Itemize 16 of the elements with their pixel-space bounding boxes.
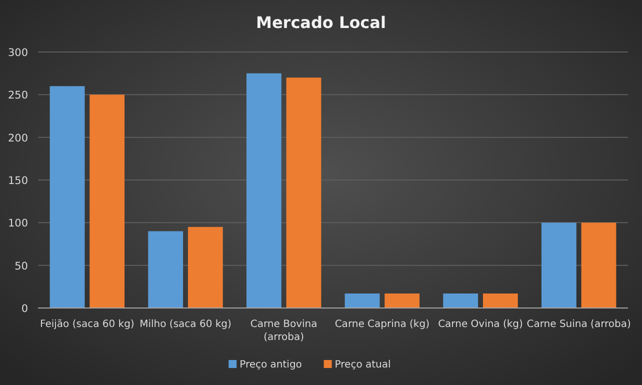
x-tick-label: Carne Caprina (kg) xyxy=(334,319,430,330)
x-tick-label: Carne Ovina (kg) xyxy=(438,319,524,330)
y-tick-label: 0 xyxy=(21,303,28,315)
y-tick-label: 300 xyxy=(8,47,28,59)
y-tick-label: 100 xyxy=(8,218,28,230)
y-tick-label: 150 xyxy=(8,175,28,187)
chart-title: Mercado Local xyxy=(256,13,386,32)
x-tick-label: Feijão (saca 60 kg) xyxy=(40,319,134,330)
x-tick-label: Carne Suina (arroba) xyxy=(526,319,632,330)
legend-label: Preço atual xyxy=(334,360,391,370)
y-tick-label: 50 xyxy=(14,260,28,272)
y-tick-label: 200 xyxy=(8,132,28,144)
x-tick-label: Carne Bovina (arroba) xyxy=(250,319,318,343)
x-tick-label: Milho (saca 60 kg) xyxy=(140,319,232,330)
legend-label: Preço antigo xyxy=(240,360,302,370)
y-tick-label: 250 xyxy=(8,90,28,102)
